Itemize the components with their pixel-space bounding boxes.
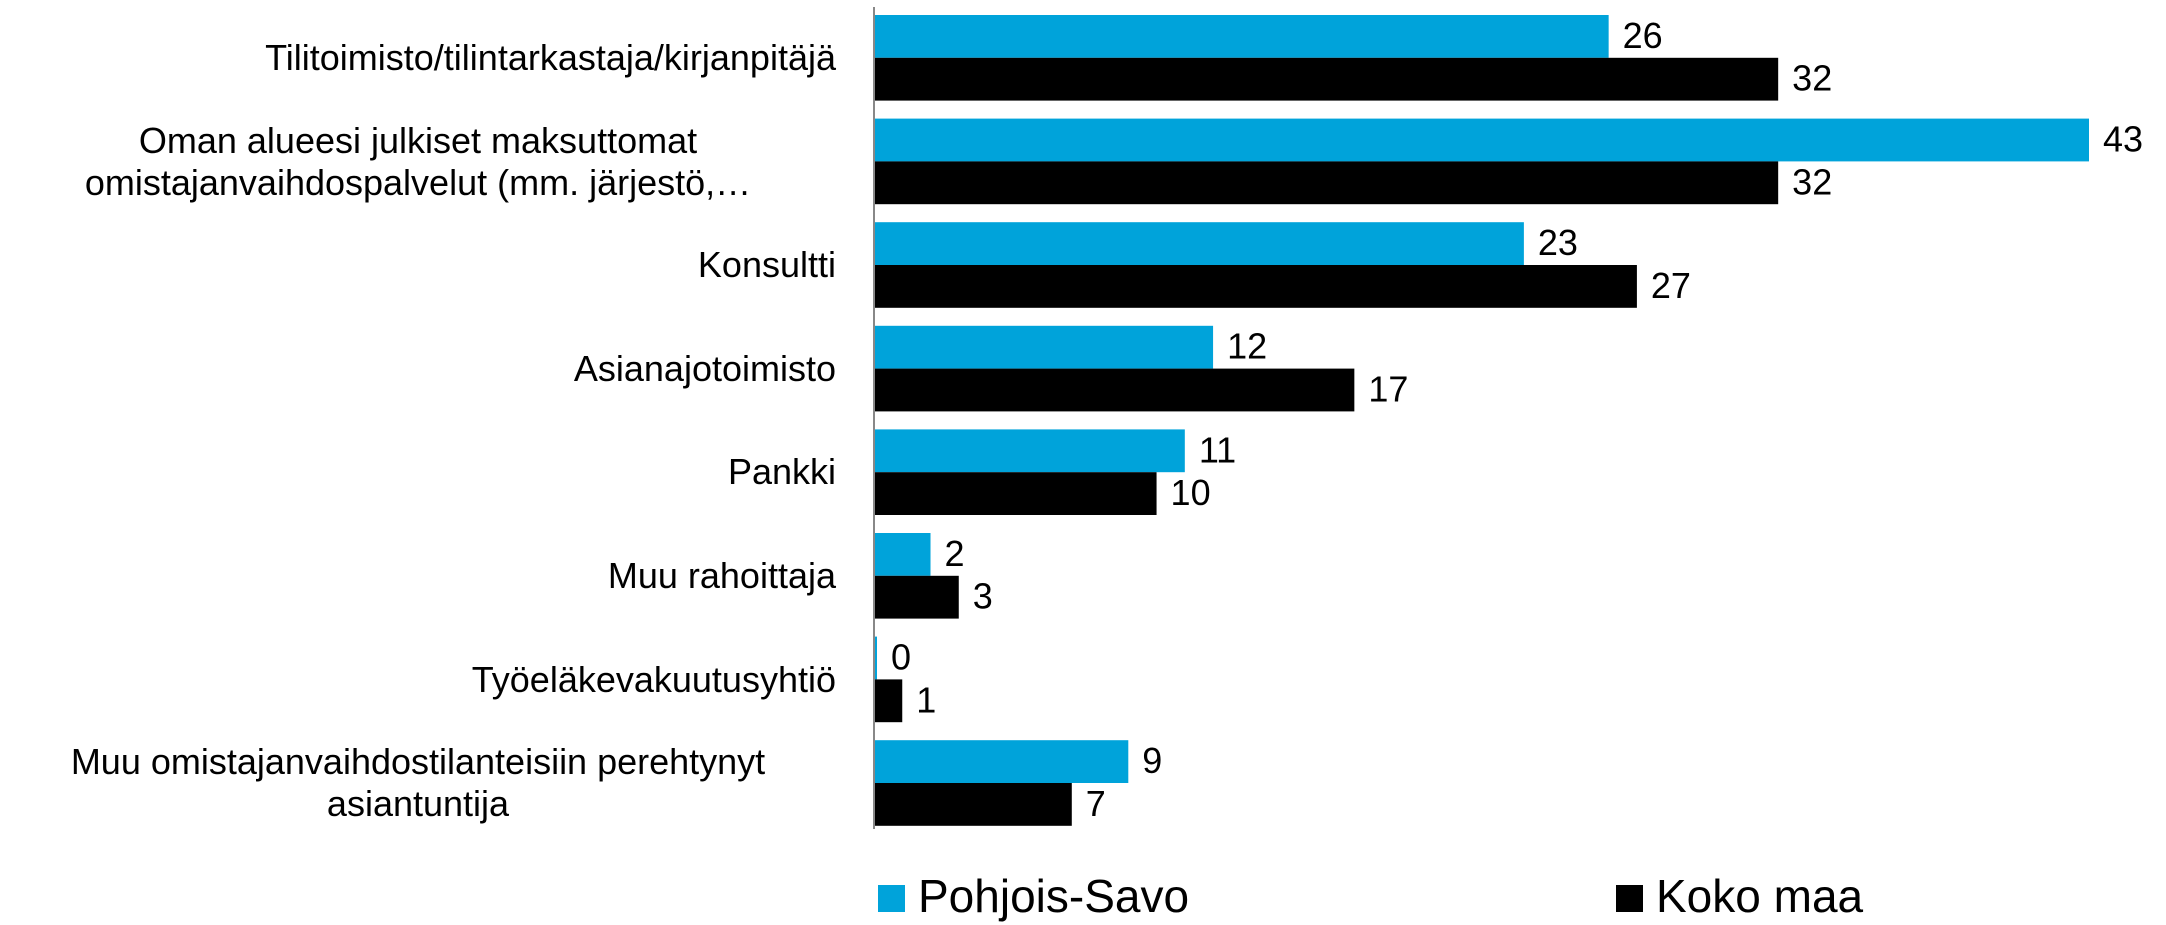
bar [874,575,959,619]
value-label: 7 [1086,783,1106,824]
value-label: 10 [1171,472,1211,513]
category-label-box: Asianajotoimisto [574,317,836,421]
value-label: 1 [916,679,936,720]
category-label-box: Pankki [728,420,836,524]
legend-swatch [1616,885,1643,912]
bar [874,325,1214,369]
value-label: 2 [945,533,965,574]
bar [874,222,1524,265]
value-label: 23 [1538,222,1578,263]
category-label: Asianajotoimisto [573,347,836,389]
category-label: Pankki [727,451,836,493]
category-label-box: Muu rahoittaja [608,524,836,628]
value-label: 32 [1792,58,1832,99]
category-label: Oman alueesi julkiset maksuttomat omista… [84,119,752,203]
bar [874,472,1157,515]
legend-swatch [878,885,905,912]
category-label: Työeläkevakuutusyhtiö [471,658,836,700]
category-label-box: Tilitoimisto/tilintarkastaja/kirjanpitäj… [265,6,836,110]
value-label: 3 [973,576,993,617]
bar [874,57,1779,101]
category-label-box: Muu omistajanvaihdostilanteisiin perehty… [0,731,836,835]
value-label: 26 [1623,15,1663,56]
bar [874,783,1072,826]
bar [874,368,1355,412]
category-label-box: Työeläkevakuutusyhtiö [472,628,836,732]
bar [874,533,931,576]
value-label: 17 [1368,369,1408,410]
value-label: 32 [1792,161,1832,202]
category-label-box: Oman alueesi julkiset maksuttomat omista… [0,110,836,214]
bar [874,15,1609,58]
category-label: Muu omistajanvaihdostilanteisiin perehty… [70,741,766,825]
legend-label: Pohjois-Savo [918,870,1189,922]
bar [874,740,1129,783]
value-label: 12 [1227,326,1267,367]
category-label: Tilitoimisto/tilintarkastaja/kirjanpitäj… [265,37,836,78]
value-label: 9 [1142,740,1162,781]
bar [874,161,1779,205]
category-label: Muu rahoittaja [607,555,836,596]
bar [874,679,903,723]
bar [874,118,2089,162]
bar [874,636,877,680]
value-label: 27 [1651,265,1691,306]
value-label: 43 [2103,119,2143,160]
category-label: Konsultti [697,244,836,286]
category-label-box: Konsultti [698,213,836,317]
value-label: 11 [1199,429,1236,470]
value-label: 0 [891,637,911,678]
bar [874,265,1637,308]
bar [874,429,1185,473]
legend-label: Koko maa [1656,870,1864,922]
